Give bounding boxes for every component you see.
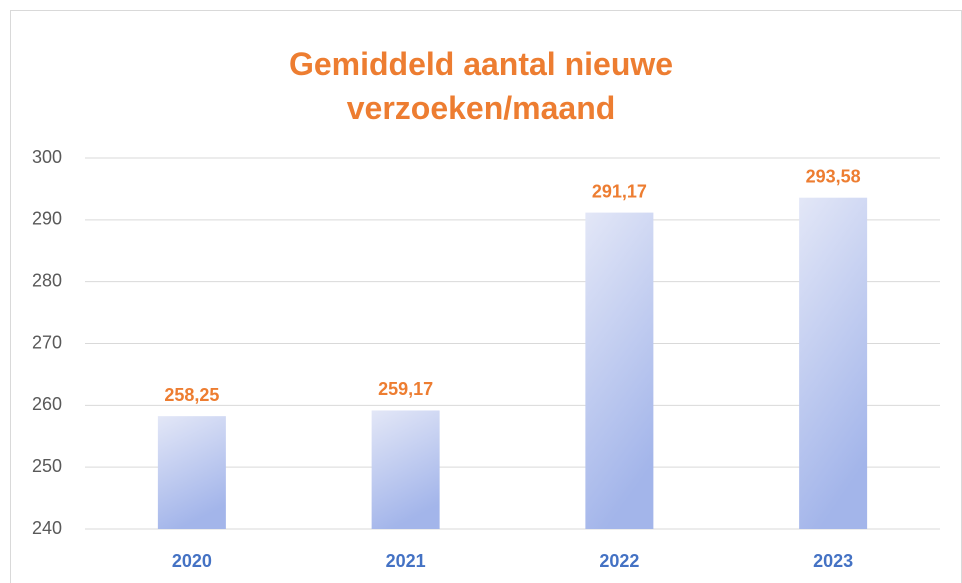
x-tick-label: 2022	[599, 551, 639, 571]
value-label: 291,17	[592, 181, 647, 201]
value-label: 293,58	[806, 166, 861, 186]
y-tick-label: 260	[32, 394, 62, 414]
y-tick-label: 280	[32, 270, 62, 290]
x-tick-label: 2021	[386, 551, 426, 571]
y-tick-label: 300	[32, 147, 62, 167]
value-label: 258,25	[164, 385, 219, 405]
x-tick-label: 2020	[172, 551, 212, 571]
y-tick-label: 250	[32, 456, 62, 476]
chart-title: Gemiddeld aantal nieuwe verzoeken/maand	[288, 46, 674, 126]
bar	[157, 416, 226, 529]
x-tick-label: 2023	[813, 551, 853, 571]
bar	[799, 197, 868, 529]
y-tick-label: 240	[32, 518, 62, 538]
y-tick-label: 290	[32, 209, 62, 229]
y-tick-label: 270	[32, 332, 62, 352]
value-label: 259,17	[378, 379, 433, 399]
bar	[585, 212, 654, 530]
bar	[371, 410, 440, 529]
